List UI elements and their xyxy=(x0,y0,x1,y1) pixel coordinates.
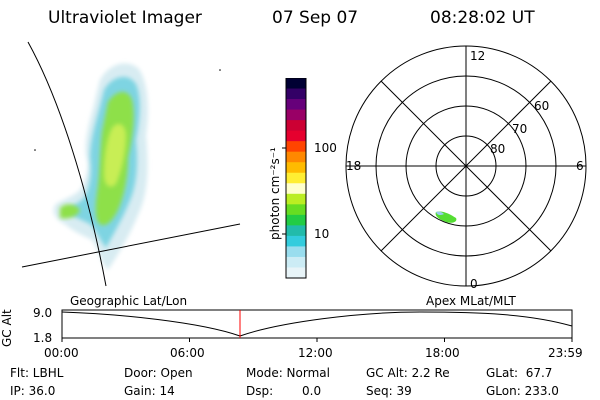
colorbar-band xyxy=(286,246,306,258)
seq-readout: Seq: 39 xyxy=(366,384,412,398)
dsp-value: 0.0 xyxy=(302,384,322,398)
time-tick-label: 12:00 xyxy=(298,346,333,360)
colorbar-band xyxy=(286,225,306,237)
colorbar-tick-label: 10 xyxy=(314,227,330,241)
geographic-lat-lon-label: Geographic Lat/Lon xyxy=(70,294,188,308)
colorbar-band xyxy=(286,130,306,142)
lat-label-60: 60 xyxy=(534,99,549,113)
colorbar-tick-label: 100 xyxy=(314,141,337,155)
ip-readout: IP: 36.0 xyxy=(10,384,56,398)
colorbar-band xyxy=(286,183,306,195)
time-tick-label: 00:00 xyxy=(44,346,79,360)
orbit-altitude-timeline xyxy=(61,309,573,342)
altitude-curve xyxy=(61,311,573,337)
auroral-spot xyxy=(435,211,457,223)
latitude-line xyxy=(21,223,241,268)
mode-readout: Mode: Normal xyxy=(246,366,330,380)
instrument-title: Ultraviolet Imager xyxy=(48,8,202,28)
colorbar-band xyxy=(286,214,306,226)
speckle xyxy=(34,149,36,151)
door-readout: Door: Open xyxy=(124,366,193,380)
glon-readout: GLon: 233.0 xyxy=(486,384,559,398)
glat-readout: GLat: 67.7 xyxy=(486,366,553,380)
gc-alt-readout: GC Alt: 2.2 Re xyxy=(366,366,450,380)
lat-label-80: 80 xyxy=(490,142,505,156)
colorbar-band xyxy=(286,78,306,90)
colorbar-band xyxy=(286,99,306,111)
auroral-emission xyxy=(53,63,148,271)
altitude-tick-max: 9.0 xyxy=(33,306,53,320)
colorbar-band xyxy=(286,88,306,100)
mlt-label-12: 12 xyxy=(470,49,485,63)
colorbar-band xyxy=(286,193,306,205)
apex-mlat-mlt-label: Apex MLat/MLT xyxy=(426,294,516,308)
lat-label-70: 70 xyxy=(512,122,527,136)
colorbar-band xyxy=(286,256,306,269)
colorbar-band xyxy=(286,162,306,174)
colorbar-band xyxy=(286,151,306,163)
colorbar-band xyxy=(286,120,306,132)
dsp-label: Dsp: xyxy=(246,384,274,398)
image-time: 08:28:02 UT xyxy=(430,8,535,28)
time-tick-label: 18:00 xyxy=(425,346,460,360)
time-tick-label: 23:59 xyxy=(548,346,583,360)
colorbar-band xyxy=(286,204,306,216)
mlt-line-diagonal xyxy=(380,80,552,252)
speckle xyxy=(219,69,221,71)
time-tick-label: 06:00 xyxy=(170,346,205,360)
colorbar xyxy=(282,78,307,279)
meridian-line xyxy=(27,41,107,287)
colorbar-frame xyxy=(285,78,307,279)
colorbar-band xyxy=(286,267,306,279)
altitude-axis-label: GC Alt xyxy=(0,309,14,347)
auroral-image-geographic xyxy=(21,41,241,287)
colorbar-gradient xyxy=(286,78,306,279)
image-date: 07 Sep 07 xyxy=(272,8,359,28)
altitude-tick-min: 1.8 xyxy=(33,331,53,345)
gain-readout: Gain: 14 xyxy=(124,384,175,398)
colorbar-band xyxy=(286,109,306,121)
mlt-label-0: 0 xyxy=(470,277,478,291)
colorbar-band xyxy=(286,172,306,184)
colorbar-band xyxy=(286,235,306,248)
filter-readout: Flt: LBHL xyxy=(10,366,64,380)
colorbar-band xyxy=(286,141,306,153)
mlt-label-6: 6 xyxy=(576,159,584,173)
polar-mlat-mlt-plot: 12 18 6 0 60 70 80 xyxy=(345,45,587,291)
colorbar-label: photon cm⁻²s⁻¹ xyxy=(268,147,282,240)
mlt-label-18: 18 xyxy=(346,159,361,173)
